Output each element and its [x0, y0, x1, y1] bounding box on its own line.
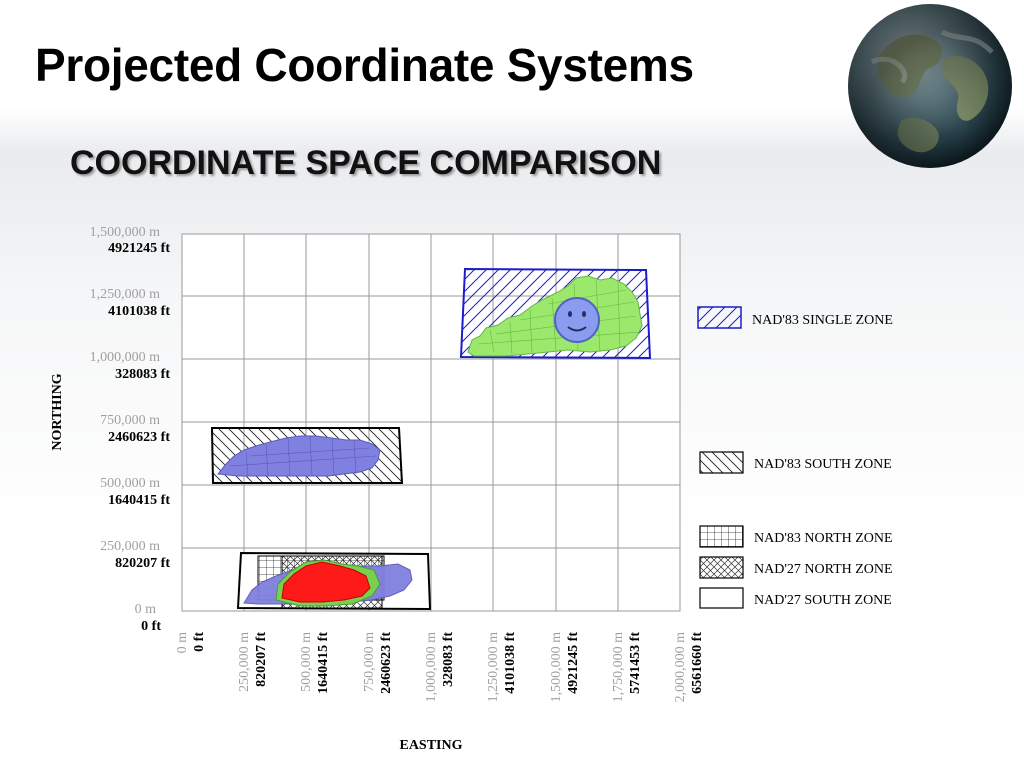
north-zone-overlap-shape: [281, 561, 371, 603]
x-tick-ft: 0 ft: [192, 632, 207, 652]
y-tick-ft: 328083 ft: [115, 367, 170, 382]
slide-title: Projected Coordinate Systems: [35, 39, 694, 91]
x-tick-ft: 4101038 ft: [503, 632, 518, 694]
x-tick-m: 250,000 m: [237, 632, 252, 692]
y-tick-ft: 820207 ft: [115, 556, 170, 571]
single-zone-footprint: [459, 267, 652, 360]
north-zones-footprint: [236, 551, 432, 611]
x-tick-ft: 5741453 ft: [628, 632, 643, 694]
legend-label: NAD'27 NORTH ZONE: [754, 562, 893, 577]
legend-item-south-zone: NAD'83 SOUTH ZONE: [699, 451, 892, 474]
slide-subtitle: COORDINATE SPACE COMPARISON: [70, 144, 662, 182]
x-tick-m: 1,000,000 m: [424, 632, 439, 703]
legend-item-nad83-north-zone: NAD'83 NORTH ZONE: [699, 525, 893, 548]
south-zone-county-lines: [229, 435, 377, 477]
legend-label: NAD'27 SOUTH ZONE: [754, 593, 892, 608]
y-tick-m: 1,500,000 m: [90, 225, 161, 240]
x-axis-label: EASTING: [399, 738, 462, 753]
y-tick-ft: 2460623 ft: [108, 430, 170, 445]
x-tick-ft: 2460623 ft: [379, 632, 394, 694]
smiley-icon: [554, 297, 600, 343]
y-tick-ft: 4101038 ft: [108, 304, 170, 319]
x-tick-ft: 1640415 ft: [316, 632, 331, 694]
y-tick-ft: 1640415 ft: [108, 493, 170, 508]
legend: NAD'83 SINGLE ZONE NAD'83 SOUTH ZONE NAD…: [697, 306, 893, 609]
x-tick-m: 500,000 m: [299, 632, 314, 692]
y-tick-m: 1,000,000 m: [90, 350, 161, 365]
y-axis-label: NORTHING: [50, 373, 65, 450]
y-tick-m: 250,000 m: [100, 539, 160, 554]
y-tick-m: 0 m: [135, 602, 157, 617]
legend-item-nad27-south-zone: NAD'27 SOUTH ZONE: [699, 587, 892, 609]
horizontal-gridlines: [182, 295, 680, 549]
y-tick-m: 1,250,000 m: [90, 287, 161, 302]
y-tick-labels: 0 m 0 ft 250,000 m 820207 ft 500,000 m 1…: [90, 225, 171, 634]
south-zone-footprint: [210, 427, 404, 484]
legend-label: NAD'83 NORTH ZONE: [754, 531, 893, 546]
y-tick-ft: 4921245 ft: [108, 241, 170, 256]
x-tick-labels: 0 m 0 ft 250,000 m 820207 ft 500,000 m 1…: [175, 632, 705, 703]
legend-label: NAD'83 SOUTH ZONE: [754, 457, 892, 472]
legend-item-single-zone: NAD'83 SINGLE ZONE: [697, 306, 893, 329]
x-tick-m: 0 m: [175, 632, 190, 654]
x-tick-ft: 328083 ft: [441, 632, 456, 687]
y-tick-m: 500,000 m: [100, 476, 160, 491]
x-tick-m: 1,250,000 m: [486, 632, 501, 703]
x-tick-m: 2,000,000 m: [673, 632, 688, 703]
globe-icon: [848, 4, 1012, 168]
x-tick-ft: 6561660 ft: [690, 632, 705, 694]
x-tick-m: 1,500,000 m: [549, 632, 564, 703]
x-tick-m: 1,750,000 m: [611, 632, 626, 703]
x-tick-m: 750,000 m: [362, 632, 377, 692]
x-tick-ft: 4921245 ft: [566, 632, 581, 694]
y-tick-ft: 0 ft: [141, 619, 161, 634]
legend-item-nad27-north-zone: NAD'27 NORTH ZONE: [699, 556, 893, 579]
y-tick-m: 750,000 m: [100, 413, 160, 428]
x-tick-ft: 820207 ft: [254, 632, 269, 687]
legend-label: NAD'83 SINGLE ZONE: [752, 313, 893, 328]
